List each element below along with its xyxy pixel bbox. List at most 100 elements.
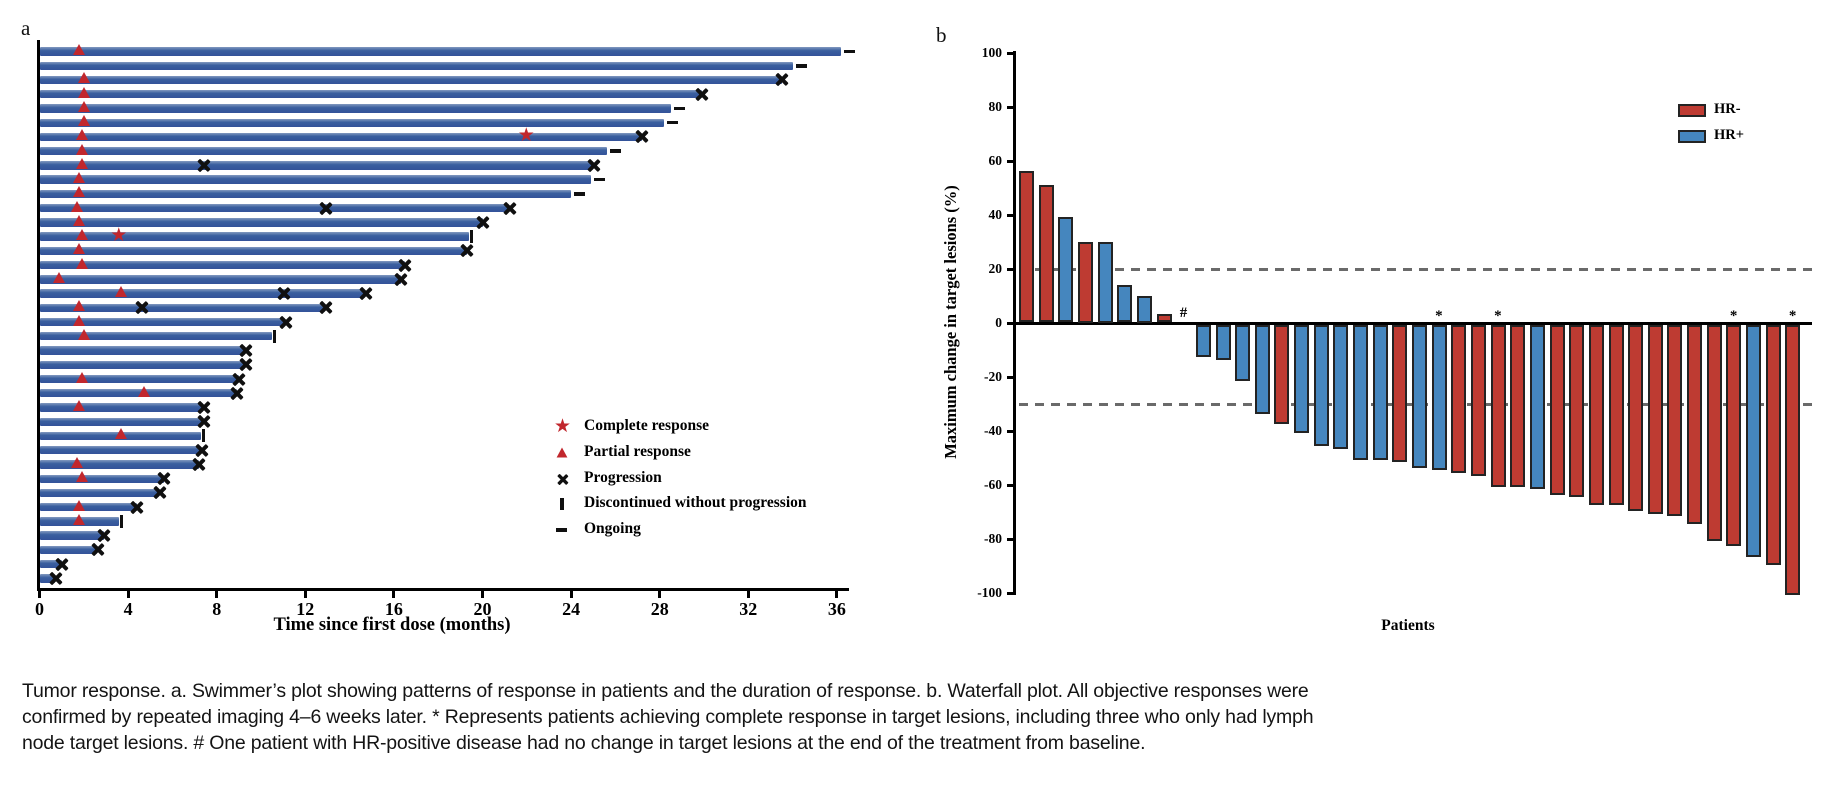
swimmer-x-tick [126, 589, 130, 598]
swimmer-bar [40, 246, 467, 256]
swimmer-bar [40, 531, 104, 540]
swimmer-bar [40, 260, 405, 270]
swimmer-bar [40, 446, 202, 455]
swimmer-bar [40, 317, 286, 327]
progression-x-marker [135, 301, 148, 314]
legend-swatch [1678, 130, 1706, 143]
waterfall-y-tick-label: -80 [984, 531, 1002, 546]
waterfall-y-tick [1007, 592, 1014, 595]
ongoing-dash-marker [673, 106, 685, 111]
waterfall-bar [1392, 324, 1408, 463]
legend-item-label: Partial response [584, 442, 691, 460]
swimmer-bar [40, 75, 782, 85]
waterfall-bar [1628, 324, 1644, 511]
waterfall-bar [1647, 324, 1663, 514]
partial-response-triangle-icon [75, 157, 88, 169]
swimmer-x-tick [481, 589, 484, 598]
waterfall-y-axis-title: Maximum change in target lesions (%) [941, 185, 960, 459]
partial-response-triangle-icon [556, 447, 568, 458]
swimmer-bar [40, 218, 483, 227]
waterfall-bar [1687, 324, 1703, 525]
partial-response-triangle-icon [77, 86, 90, 98]
progression-x-marker [557, 474, 568, 485]
partial-response-triangle-icon [75, 471, 88, 483]
waterfall-bar [1667, 324, 1683, 517]
legend-item-label: HR- [1714, 101, 1741, 117]
swimmer-x-tick-label: 12 [296, 599, 315, 619]
waterfall-bar [1019, 171, 1034, 323]
progression-x-marker [359, 287, 372, 300]
waterfall-bar [1785, 324, 1801, 595]
swimmer-y-axis [37, 40, 40, 590]
partial-response-triangle-icon [75, 371, 88, 383]
progression-x-marker [153, 486, 166, 499]
waterfall-bar [1058, 217, 1074, 323]
legend-item-label: Complete response [584, 417, 709, 434]
waterfall-y-tick-label: 80 [988, 99, 1003, 114]
swimmer-bar [40, 403, 204, 412]
progression-x-marker [91, 543, 104, 556]
swimmer-x-axis [37, 588, 849, 591]
waterfall-bar [1569, 324, 1585, 498]
legend-item: ★ Complete response [550, 416, 790, 438]
partial-response-triangle-icon [73, 513, 86, 525]
progression-x-marker [398, 259, 411, 272]
partial-response-triangle-icon [73, 186, 86, 198]
swimmer-x-tick-label: 32 [739, 599, 758, 619]
waterfall-bar [1451, 324, 1467, 473]
progression-x-marker [695, 88, 708, 101]
waterfall-bar [1254, 324, 1270, 414]
waterfall-bar [1274, 324, 1290, 425]
waterfall-bar [1372, 324, 1388, 460]
swimmer-bar [40, 232, 470, 241]
waterfall-bar [1215, 324, 1231, 360]
swimmer-bar [40, 346, 246, 355]
partial-response-triangle-icon [77, 115, 90, 127]
caption-line-1: Tumor response. a. Swimmer’s plot showin… [22, 680, 1309, 702]
waterfall-bar [1333, 324, 1349, 449]
swimmer-x-tick-label: 24 [562, 599, 581, 619]
waterfall-y-tick-label: 60 [988, 153, 1003, 168]
swimmer-bar [40, 189, 572, 199]
progression-x-marker [55, 558, 68, 571]
swimmer-bar [40, 417, 204, 426]
ongoing-dash-marker [795, 63, 807, 68]
waterfall-bar [1195, 324, 1211, 357]
no-change-hash-annotation: # [1179, 304, 1188, 321]
swimmer-x-tick [835, 589, 839, 598]
waterfall-y-tick-label: -60 [984, 477, 1002, 492]
swimmer-bar [40, 47, 842, 56]
legend-item-label: Progression [584, 468, 662, 486]
complete-response-asterisk-annotation: * [1729, 307, 1738, 324]
waterfall-bar [1470, 324, 1486, 476]
legend-item-label: HR+ [1714, 127, 1745, 143]
waterfall-y-tick [1007, 430, 1014, 433]
progression-x-marker [279, 316, 292, 329]
waterfall-bar [1412, 324, 1427, 468]
waterfall-bar [1431, 324, 1447, 471]
waterfall-x-axis-title: Patients [1381, 617, 1435, 634]
progression-x-marker [239, 344, 252, 357]
ongoing-dash-marker [609, 149, 621, 153]
waterfall-y-tick [1007, 214, 1014, 217]
waterfall-bar [1038, 184, 1054, 323]
progression-x-marker [197, 159, 210, 172]
swimmer-bar [40, 559, 62, 569]
swimmer-bar [40, 574, 55, 583]
ongoing-dash-marker [556, 528, 567, 532]
discontinued-bar-marker [119, 514, 124, 528]
legend-item: Progression [550, 468, 790, 490]
waterfall-bar [1726, 324, 1742, 546]
swimmer-x-tick-label: 20 [473, 599, 492, 619]
complete-response-star-icon: ★ [517, 124, 535, 146]
waterfall-y-tick [1007, 538, 1014, 541]
waterfall-y-tick [1007, 376, 1014, 379]
partial-response-triangle-icon [137, 385, 150, 397]
partial-response-triangle-icon [73, 400, 86, 411]
partial-response-triangle-icon [77, 72, 90, 84]
partial-response-triangle-icon [75, 257, 88, 269]
waterfall-bar [1549, 324, 1565, 495]
complete-response-star-icon: ★ [110, 224, 128, 246]
waterfall-y-tick [1007, 106, 1014, 109]
